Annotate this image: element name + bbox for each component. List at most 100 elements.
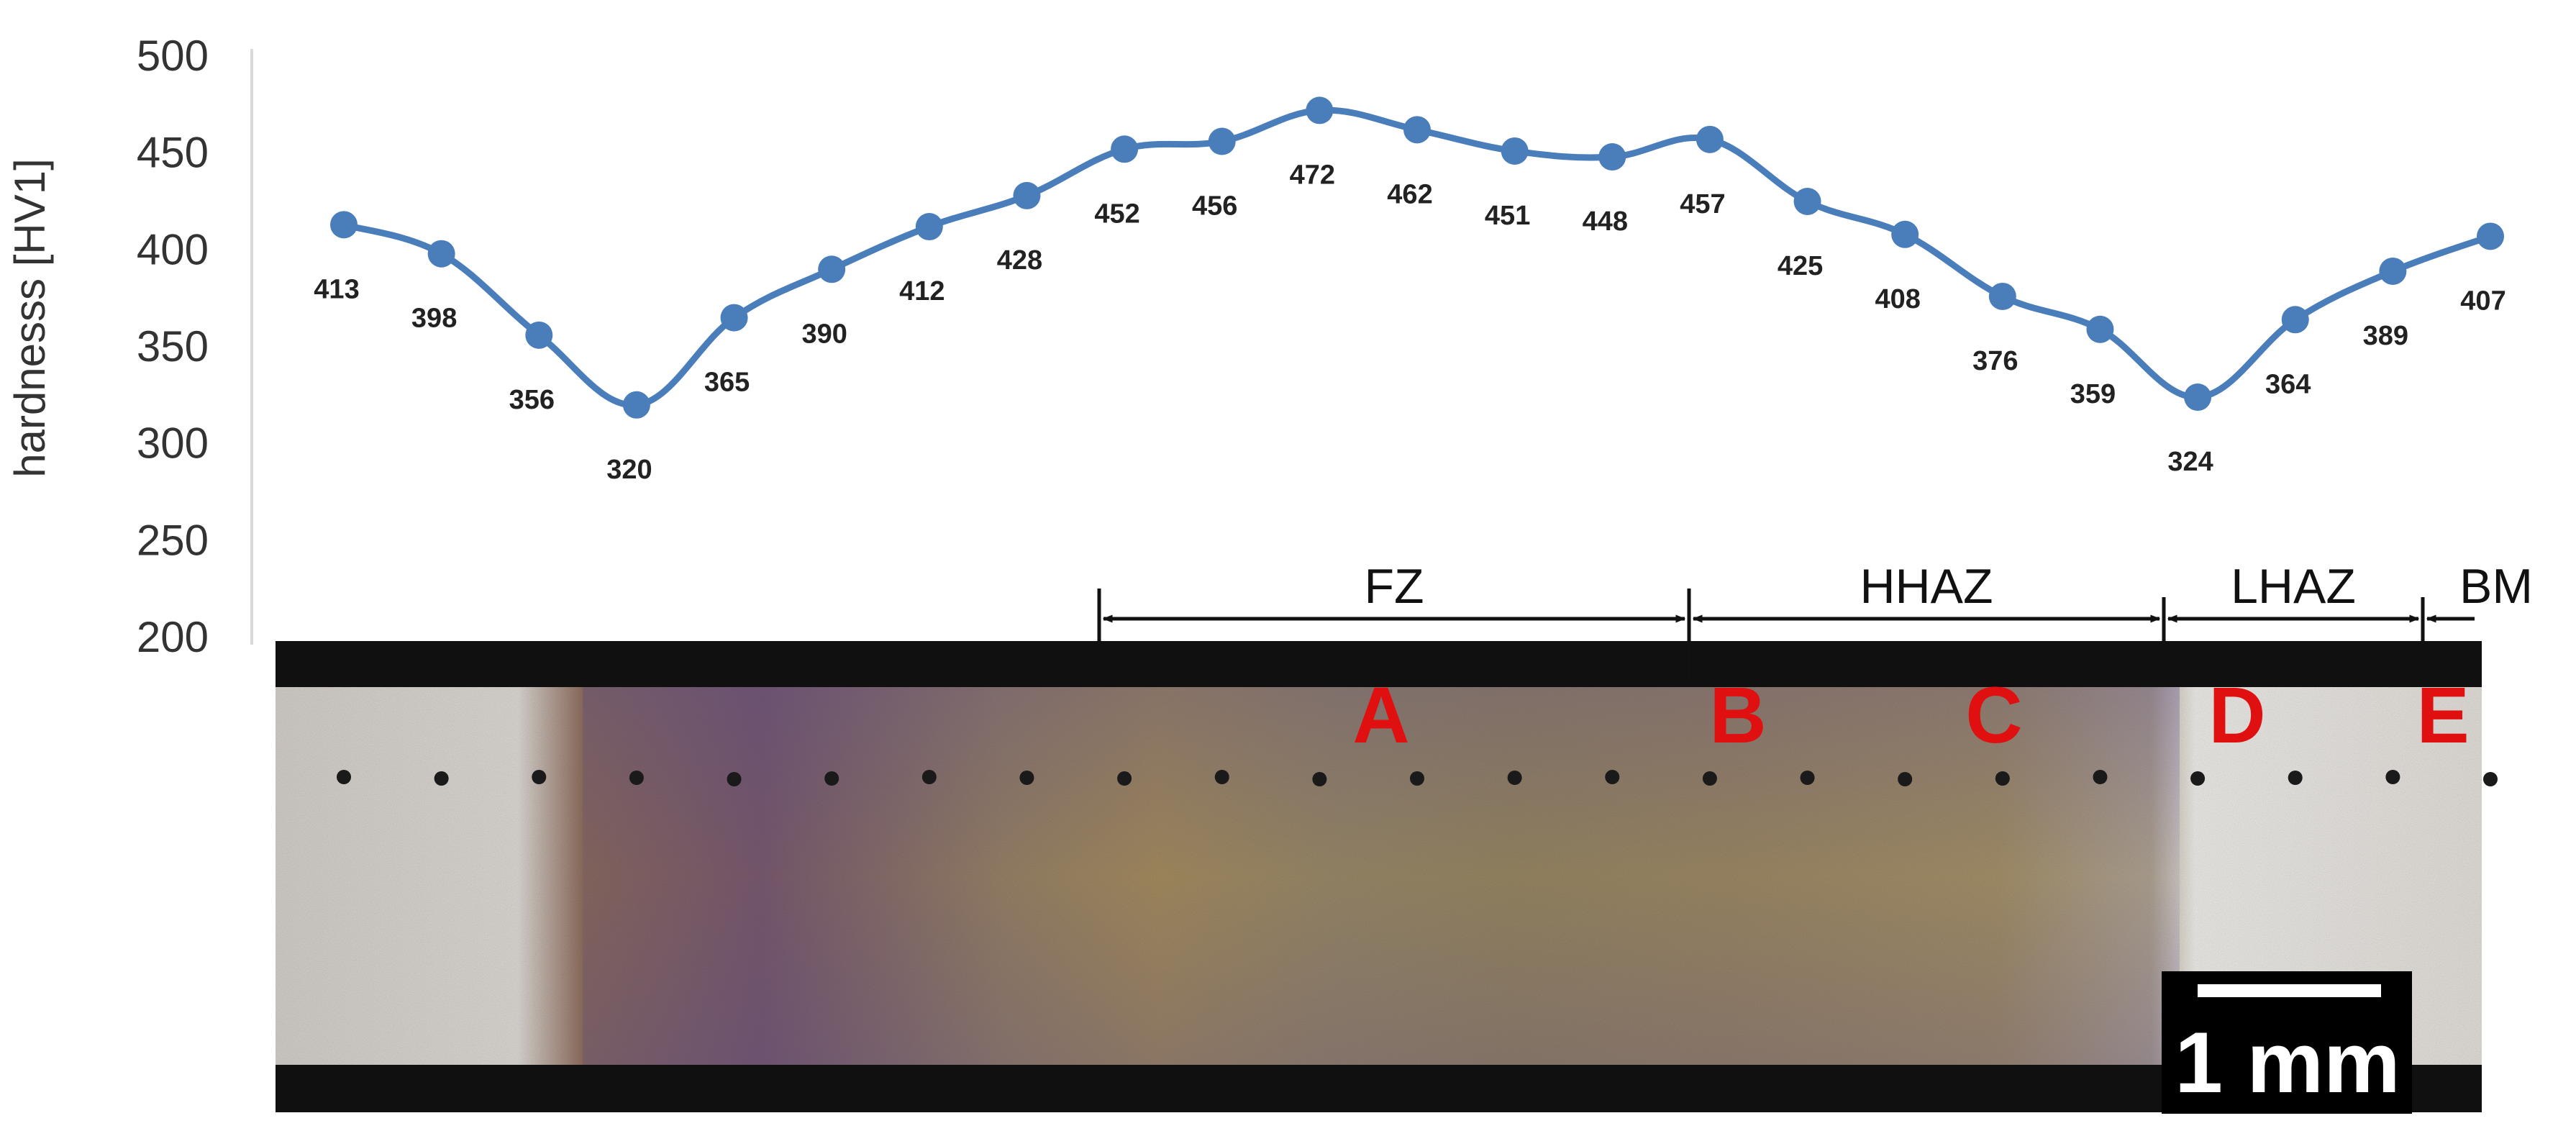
data-label: 413: [314, 274, 359, 304]
data-label: 364: [2265, 369, 2311, 399]
data-label: 390: [801, 319, 847, 349]
indent-mark: [921, 770, 937, 784]
data-label: 407: [2460, 286, 2506, 316]
point-letter-a: A: [1352, 671, 1409, 760]
y-tick-label: 250: [137, 516, 209, 564]
indent-mark: [1410, 771, 1424, 786]
data-point: [1891, 220, 1919, 248]
data-point: [1501, 137, 1529, 165]
data-point: [1013, 181, 1041, 209]
data-point: [915, 213, 943, 241]
indent-mark: [1702, 771, 1717, 786]
data-label: 356: [509, 385, 555, 415]
data-label: 398: [411, 304, 457, 334]
data-label: 412: [899, 276, 945, 306]
data-label: 456: [1192, 191, 1237, 222]
indent-mark: [2385, 770, 2400, 784]
data-label: 428: [997, 245, 1042, 276]
y-tick-label: 350: [137, 322, 209, 371]
indent-mark: [1312, 772, 1327, 786]
data-point: [330, 211, 358, 239]
zone-label-bm: BM: [2459, 559, 2533, 614]
zone-label-hhaz: HHAZ: [1860, 559, 1993, 614]
hardness-series-points: [330, 96, 2504, 419]
data-label: 448: [1583, 206, 1628, 237]
data-label: 462: [1387, 179, 1432, 209]
indent-mark: [1898, 772, 1913, 786]
data-point: [525, 321, 553, 349]
indent-mark: [727, 772, 742, 786]
data-label: 425: [1778, 251, 1823, 281]
hardness-data-labels: 413 398 356 320 365 390 412 428 452 456 472 462 451 4…: [314, 160, 2506, 484]
data-point: [2379, 257, 2407, 285]
indent-mark: [2190, 771, 2206, 786]
indent-mark: [1605, 770, 1620, 784]
data-label: 457: [1680, 189, 1725, 219]
y-tick-label: 200: [137, 613, 209, 661]
y-tick-label: 450: [137, 129, 209, 177]
indent-mark: [1995, 771, 2010, 786]
zone-annotations: FZ HHAZ LHAZ BM: [1097, 559, 2533, 680]
data-label: 376: [1972, 346, 2018, 376]
y-axis-ticks: 500 450 400 350 300 250 200: [137, 32, 209, 661]
scale-bar: 1 mm: [2162, 971, 2412, 1114]
indent-mark: [1507, 771, 1522, 785]
indent-mark: [1117, 771, 1132, 786]
data-label: 365: [704, 368, 750, 398]
hardness-series-line: [340, 106, 2494, 409]
indent-mark: [2288, 771, 2303, 785]
data-point: [622, 391, 650, 419]
data-label: 359: [2070, 379, 2116, 409]
data-point: [1793, 188, 1821, 215]
indent-mark: [824, 771, 839, 786]
y-tick-label: 500: [137, 32, 209, 80]
micrograph: [276, 641, 2498, 1112]
indent-mark: [1019, 771, 1034, 785]
indent-marks: [337, 770, 2498, 786]
y-tick-label: 400: [137, 225, 209, 273]
indent-mark: [1800, 771, 1815, 785]
scale-bar-line: [2198, 984, 2381, 997]
data-label: 320: [606, 455, 652, 485]
point-letter-e: E: [2416, 671, 2469, 760]
data-point: [1598, 143, 1626, 171]
indent-mark: [629, 771, 644, 785]
data-label: 452: [1094, 199, 1139, 229]
data-point: [1111, 135, 1139, 163]
y-axis-label: hardnesss [HV1]: [6, 158, 54, 478]
data-point: [1988, 282, 2016, 310]
data-label: 451: [1485, 201, 1530, 231]
indent-mark: [2483, 772, 2498, 786]
y-tick-label: 300: [137, 419, 209, 468]
data-point: [2184, 383, 2212, 412]
data-point: [2477, 222, 2504, 250]
zone-label-fz: FZ: [1364, 559, 1424, 614]
data-point: [1696, 125, 1724, 153]
data-point: [720, 304, 748, 332]
indent-mark: [337, 770, 351, 784]
point-letters: A B C D E: [1352, 671, 2469, 760]
data-label: 389: [2363, 321, 2408, 351]
data-point: [1208, 127, 1236, 155]
data-label: 408: [1875, 284, 1920, 314]
data-point: [1306, 96, 1334, 124]
data-point: [818, 255, 846, 283]
zone-label-lhaz: LHAZ: [2231, 559, 2356, 614]
indent-mark: [1214, 770, 1229, 784]
data-point: [2281, 306, 2309, 334]
hardness-chart: 500 450 400 350 300 250 200 hardnesss [HV1] 41…: [6, 32, 2506, 661]
data-point: [1403, 116, 1431, 144]
point-letter-d: D: [2208, 671, 2265, 760]
data-point: [2086, 315, 2114, 343]
data-point: [427, 240, 455, 268]
point-letter-b: B: [1709, 671, 1766, 760]
indent-mark: [2093, 770, 2108, 784]
indent-mark: [532, 770, 547, 784]
micrograph-tint: [583, 687, 2180, 1065]
scale-bar-label: 1 mm: [2175, 1014, 2400, 1111]
data-label: 472: [1290, 160, 1335, 190]
data-label: 324: [2167, 447, 2213, 477]
point-letter-c: C: [1965, 671, 2022, 760]
indent-mark: [434, 771, 449, 786]
